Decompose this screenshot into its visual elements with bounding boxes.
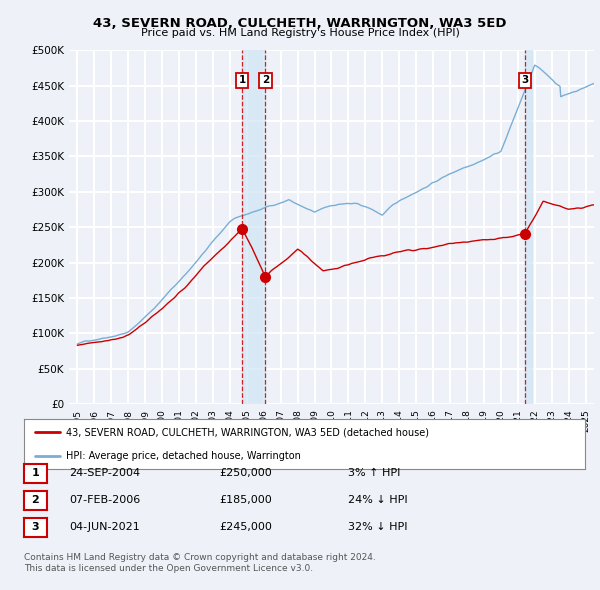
Bar — [242, 50, 265, 404]
Text: 24% ↓ HPI: 24% ↓ HPI — [348, 496, 407, 505]
Text: 3: 3 — [521, 76, 529, 85]
Text: Price paid vs. HM Land Registry's House Price Index (HPI): Price paid vs. HM Land Registry's House … — [140, 28, 460, 38]
Text: 1: 1 — [239, 76, 246, 85]
Text: 3% ↑ HPI: 3% ↑ HPI — [348, 468, 400, 478]
Text: 2: 2 — [262, 76, 269, 85]
Text: £250,000: £250,000 — [219, 468, 272, 478]
Text: 43, SEVERN ROAD, CULCHETH, WARRINGTON, WA3 5ED: 43, SEVERN ROAD, CULCHETH, WARRINGTON, W… — [93, 17, 507, 30]
Text: £185,000: £185,000 — [219, 496, 272, 505]
Text: 04-JUN-2021: 04-JUN-2021 — [69, 523, 140, 532]
Text: 1: 1 — [32, 468, 39, 478]
Text: 07-FEB-2006: 07-FEB-2006 — [69, 496, 140, 505]
Text: 24-SEP-2004: 24-SEP-2004 — [69, 468, 140, 478]
Bar — [525, 50, 532, 404]
Text: £245,000: £245,000 — [219, 523, 272, 532]
Text: HPI: Average price, detached house, Warrington: HPI: Average price, detached house, Warr… — [66, 451, 301, 461]
Text: 3: 3 — [32, 523, 39, 532]
Text: 32% ↓ HPI: 32% ↓ HPI — [348, 523, 407, 532]
Text: 2: 2 — [32, 496, 39, 505]
Text: 43, SEVERN ROAD, CULCHETH, WARRINGTON, WA3 5ED (detached house): 43, SEVERN ROAD, CULCHETH, WARRINGTON, W… — [66, 427, 429, 437]
Text: Contains HM Land Registry data © Crown copyright and database right 2024.
This d: Contains HM Land Registry data © Crown c… — [24, 553, 376, 573]
